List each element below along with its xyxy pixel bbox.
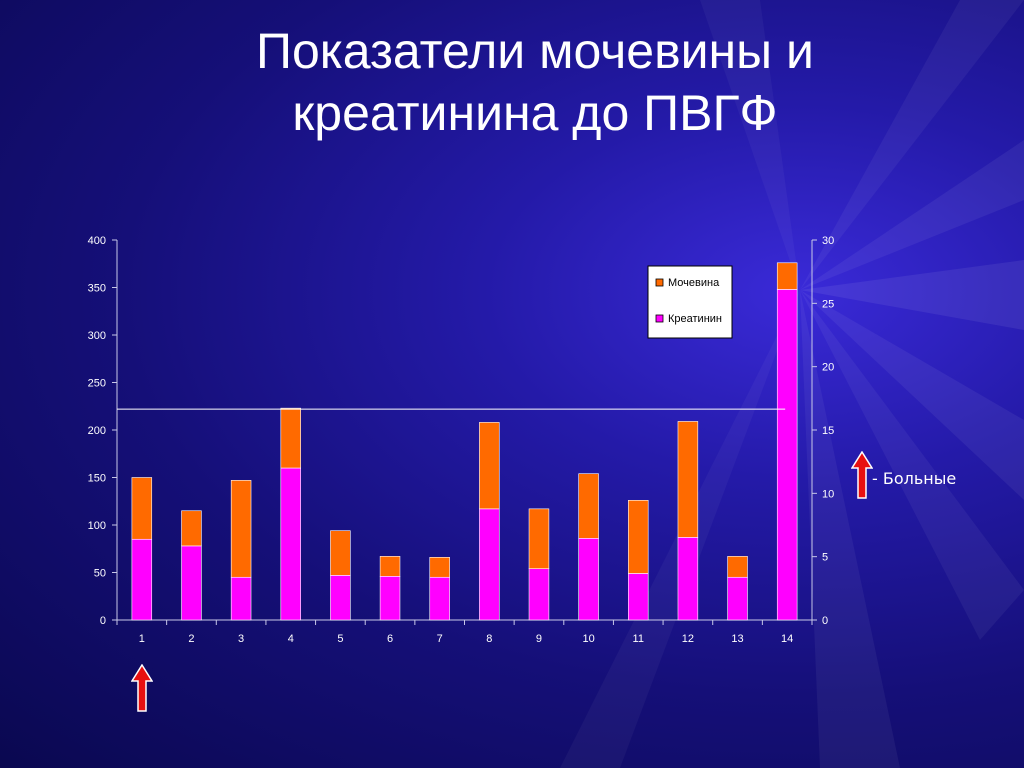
bar-creatinine: [578, 537, 599, 621]
x-tick-label: 8: [486, 633, 492, 645]
bar-creatinine: [776, 289, 798, 621]
bar-creatinine: [280, 467, 301, 621]
y-right-tick-label: 15: [822, 425, 834, 437]
bar-urea: [181, 510, 202, 547]
legend-label: Мочевина: [668, 277, 720, 289]
bar-urea: [230, 480, 252, 578]
arrow-up-shape: [851, 451, 873, 499]
arrow-up-icon: [131, 664, 153, 712]
bar-creatinine: [677, 537, 699, 621]
bar-urea: [330, 530, 351, 576]
bar-urea: [379, 556, 401, 577]
legend-label: Креатинин: [668, 313, 722, 325]
bar-creatinine: [628, 573, 649, 621]
y-left-tick-label: 250: [88, 378, 106, 390]
bar-urea: [479, 422, 500, 510]
y-right-tick-label: 0: [822, 615, 828, 627]
y-left-tick-label: 100: [88, 520, 106, 532]
x-tick-label: 3: [238, 633, 244, 645]
x-tick-label: 14: [781, 633, 793, 645]
y-right-tick-label: 25: [822, 298, 834, 310]
y-right-tick-label: 20: [822, 362, 834, 374]
bar-urea: [280, 407, 301, 469]
arrow-up-icon: [851, 451, 873, 499]
y-right-tick-label: 10: [822, 488, 834, 500]
bar-urea: [578, 473, 599, 539]
x-tick-label: 13: [731, 633, 743, 645]
x-tick-label: 4: [288, 633, 294, 645]
arrow-up-shape: [131, 664, 153, 712]
y-left-tick-label: 400: [88, 235, 106, 247]
y-left-tick-label: 350: [88, 283, 106, 295]
bar-urea: [429, 556, 450, 578]
y-left-tick-label: 0: [100, 615, 106, 627]
x-tick-label: 11: [633, 633, 644, 645]
x-tick-label: 1: [139, 633, 145, 645]
bar-urea: [628, 499, 649, 574]
bar-creatinine: [528, 568, 550, 621]
y-left-tick-label: 150: [88, 473, 106, 485]
bar-urea: [677, 421, 699, 538]
x-tick-label: 2: [188, 633, 194, 645]
bar-urea: [776, 262, 798, 290]
bar-creatinine: [479, 508, 500, 621]
legend-box: [647, 265, 733, 339]
y-right-tick-label: 5: [822, 552, 828, 564]
bar-creatinine: [131, 538, 153, 621]
x-tick-label: 12: [682, 633, 694, 645]
x-tick-label: 9: [536, 633, 542, 645]
bar-creatinine: [330, 575, 351, 621]
bar-creatinine: [727, 576, 748, 621]
x-tick-label: 7: [437, 633, 443, 645]
bar-creatinine: [379, 575, 401, 621]
bar-creatinine: [429, 576, 450, 621]
x-tick-label: 5: [337, 633, 343, 645]
title-line-1: Показатели мочевины и: [256, 23, 814, 79]
y-right-tick-label: 30: [822, 235, 834, 247]
legend: Мочевина Креатинин: [647, 265, 733, 339]
bar-creatinine: [230, 576, 252, 621]
bar-creatinine: [181, 545, 202, 621]
legend-swatch: [655, 278, 664, 287]
y-left-tick-label: 50: [94, 568, 106, 580]
y-left-tick-label: 300: [88, 330, 106, 342]
bar-urea: [131, 477, 153, 540]
patients-note: - Больные: [872, 469, 957, 488]
title-line-2: креатинина до ПВГФ: [292, 85, 778, 141]
bars: [131, 262, 798, 621]
bar-urea: [727, 556, 748, 578]
x-tick-label: 10: [582, 633, 594, 645]
bar-urea: [528, 508, 550, 570]
x-tick-label: 6: [387, 633, 393, 645]
legend-swatch: [655, 314, 664, 323]
slide-title: Показатели мочевины и креатинина до ПВГФ: [0, 20, 1024, 144]
y-left-tick-label: 200: [88, 425, 106, 437]
